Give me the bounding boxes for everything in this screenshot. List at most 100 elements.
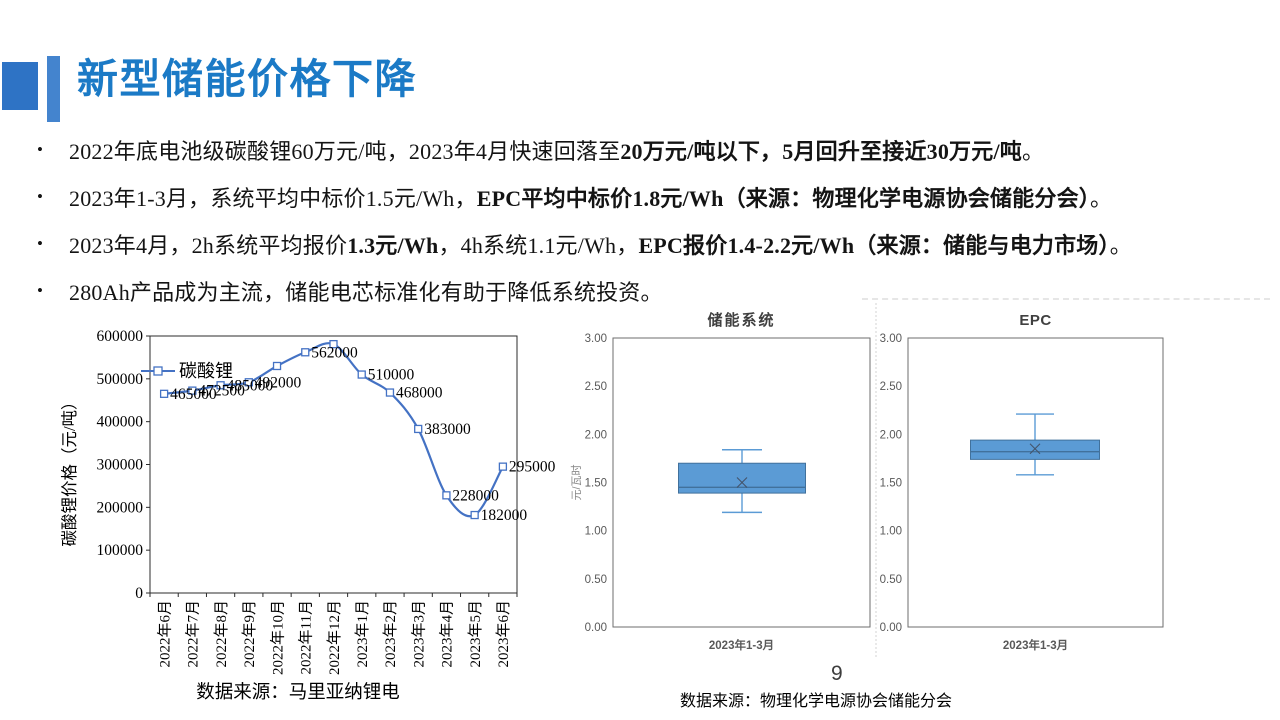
bullet-item: • 2023年4月，2h系统平均报价1.3元/Wh，4h系统1.1元/Wh，EPC… <box>28 221 1263 268</box>
x-axis-tick-label: 2022年8月 <box>213 600 230 668</box>
y-axis-tick-label: 600000 <box>97 328 144 345</box>
y-axis-tick-label: 3.00 <box>585 333 607 345</box>
line-chart-source-caption: 数据来源：马里亚纳锂电 <box>196 681 400 702</box>
x-axis-tick-label: 2022年6月 <box>156 600 173 668</box>
data-point-marker <box>498 462 508 471</box>
data-point-marker <box>244 378 253 387</box>
x-axis-tick-label: 2022年7月 <box>185 600 202 668</box>
bullet-text: 2023年4月，2h系统平均报价1.3元/Wh，4h系统1.1元/Wh，EPC报… <box>69 228 1132 260</box>
y-axis-tick-label: 3.00 <box>880 333 902 345</box>
x-axis-tick-label: 2022年11月 <box>298 600 315 674</box>
bullet-item: • 2023年1-3月，系统平均中标价1.5元/Wh，EPC平均中标价1.8元/W… <box>28 174 1263 221</box>
bullet-text-segment: 2023年4月，2h系统平均报价 <box>69 232 348 258</box>
data-point-label: 485000 <box>227 377 274 394</box>
chart-title: EPC <box>1019 312 1051 329</box>
bullet-text-segment: EPC报价1.4-2.2元/Wh（来源：储能与电力市场） <box>638 232 1110 258</box>
legend-label: 碳酸锂 <box>179 361 233 381</box>
y-axis-tick-label: 1.00 <box>585 526 607 538</box>
data-point-marker <box>159 389 169 398</box>
bullet-text-segment: 。 <box>1089 186 1113 212</box>
x-axis-tick-label: 2022年9月 <box>241 600 258 668</box>
bullet-text-segment: 1.3元/Wh <box>347 232 439 258</box>
bullet-text-segment: ，4h系统1.1元/Wh， <box>438 232 639 258</box>
bullet-item: • 2022年底电池级碳酸锂60万元/吨，2023年4月快速回落至20万元/吨以下… <box>28 127 1263 174</box>
y-axis-tick-label: 200000 <box>97 499 144 516</box>
epc-price-boxplot: EPC 0.00 0.50 1.00 1.50 2.00 2.50 3.00 2023年1-3月 <box>880 312 1164 652</box>
bullet-text-segment: 2023年1-3月，系统平均中标价1.5元/Wh， <box>69 186 477 212</box>
y-axis-tick-label: 1.50 <box>585 478 607 490</box>
y-axis-tick-label: 2.50 <box>585 381 607 393</box>
x-axis-category-label: 2023年1-3月 <box>1003 638 1068 652</box>
data-point-marker <box>357 370 366 379</box>
y-axis-tick-label: 0.50 <box>585 574 607 586</box>
x-axis-tick-label: 2023年3月 <box>410 600 427 668</box>
bullet-text-segment: 2022年底电池级碳酸锂60万元/吨，2023年4月快速回落至 <box>69 139 621 165</box>
legend: 碳酸锂 <box>141 361 233 381</box>
data-point-label: 472500 <box>198 383 245 400</box>
y-axis-tick-label: 0.00 <box>880 622 902 634</box>
y-axis-tick-label: 0 <box>135 585 143 602</box>
x-axis-tick-label: 2023年2月 <box>382 600 399 668</box>
data-point-label: 465000 <box>170 386 217 403</box>
y-axis-tick-label: 300000 <box>97 457 144 474</box>
bullet-list: • 2022年底电池级碳酸锂60万元/吨，2023年4月快速回落至20万元/吨以下… <box>28 127 1263 314</box>
data-point-marker <box>470 510 479 520</box>
y-axis-tick-label: 2.50 <box>880 381 902 393</box>
accent-bar <box>47 56 60 122</box>
y-axis-tick-label: 100000 <box>97 542 144 559</box>
faint-dashed-divider-vertical <box>875 303 877 657</box>
data-point-marker <box>414 424 423 434</box>
iqr-box <box>970 439 1100 460</box>
x-axis-tick-label: 2022年10月 <box>269 600 286 675</box>
data-point-label: 228000 <box>452 487 499 504</box>
bullet-marker: • <box>37 280 43 300</box>
x-axis-tick-label: 2023年5月 <box>467 600 484 668</box>
bullet-item: • 280Ah产品成为主流，储能电芯标准化有助于降低系统投资。 <box>28 267 1263 314</box>
y-axis-tick-label: 2.00 <box>585 429 607 441</box>
y-axis-title: 元/瓦时 <box>570 464 583 500</box>
data-point-marker <box>385 388 395 397</box>
data-point-label: 510000 <box>368 367 415 384</box>
chart-title: 储能系统 <box>707 311 775 329</box>
page-number: 9 <box>831 662 843 685</box>
bullet-marker: • <box>37 140 43 160</box>
plot-border <box>907 337 1164 628</box>
legend-marker <box>153 366 163 376</box>
bullet-text-segment: 。 <box>1109 232 1132 258</box>
data-point-marker <box>216 381 225 390</box>
bullet-text-segment: 280Ah产品成为主流，储能电芯标准化有助于降低系统投资。 <box>69 279 663 305</box>
y-axis-tick-label: 1.00 <box>880 526 902 538</box>
data-point-marker <box>329 339 338 349</box>
bullet-text-segment: 20万元/吨以下，5月回升至接近30万元/吨 <box>620 139 1022 165</box>
y-axis-tick-label: 400000 <box>97 414 144 431</box>
bullet-text-segment: 。 <box>1021 139 1045 165</box>
y-axis-tick-label: 500000 <box>97 371 144 388</box>
data-point-label: 492000 <box>255 374 302 391</box>
bullet-text-segment: EPC平均中标价1.8元/Wh（来源：物理化学电源协会储能分会） <box>476 186 1090 212</box>
x-axis-tick-label: 2022年12月 <box>326 600 343 675</box>
data-point-marker <box>301 348 310 357</box>
bullet-text: 2022年底电池级碳酸锂60万元/吨，2023年4月快速回落至20万元/吨以下，… <box>69 134 1044 166</box>
y-axis-tick-label: 0.50 <box>880 574 902 586</box>
y-axis-title: 碳酸锂价格（元/吨） <box>60 393 79 546</box>
storage-system-price-boxplot: 储能系统 0.00 0.50 1.00 1.50 2.00 2.50 3.00 2023年1-3… <box>570 311 871 652</box>
data-point-marker <box>442 491 451 500</box>
faint-dashed-divider-horizontal <box>862 298 1270 300</box>
x-axis-category-label: 2023年1-3月 <box>709 638 774 652</box>
mean-marker <box>736 477 748 488</box>
bullet-marker: • <box>37 187 43 207</box>
data-point-label: 562000 <box>311 344 358 361</box>
accent-square <box>2 62 38 110</box>
data-point-marker <box>272 361 282 371</box>
y-axis-tick-label: 1.50 <box>880 478 902 490</box>
x-axis-tick-label: 2023年1月 <box>354 600 371 668</box>
bullet-text: 2023年1-3月，系统平均中标价1.5元/Wh，EPC平均中标价1.8元/Wh… <box>69 181 1112 213</box>
y-axis-tick-label: 2.00 <box>880 429 902 441</box>
lithium-carbonate-price-line-chart: 0 100000 200000 300000 400000 500000 600000 202… <box>60 328 556 675</box>
y-axis-tick-label: 0.00 <box>585 622 607 634</box>
boxplots-source-caption: 数据来源：物理化学电源协会储能分会 <box>679 693 952 710</box>
data-point-label: 182000 <box>481 507 528 524</box>
bullet-marker: • <box>37 233 43 253</box>
mean-marker <box>1029 443 1041 455</box>
data-point-label: 295000 <box>509 459 556 476</box>
